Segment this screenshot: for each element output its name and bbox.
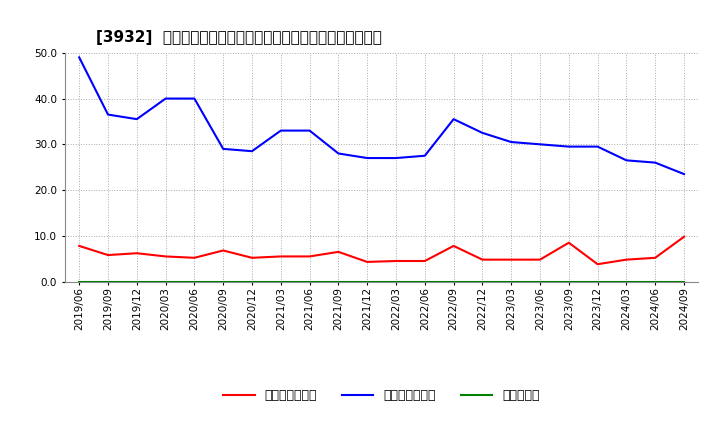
Text: [3932]  売上債権回転率、買入債務回転率、在庫回転率の推移: [3932] 売上債権回転率、買入債務回転率、在庫回転率の推移 [96,29,382,45]
Legend: 売上債権回転率, 買入債務回転率, 在庫回転率: 売上債権回転率, 買入債務回転率, 在庫回転率 [218,384,545,407]
